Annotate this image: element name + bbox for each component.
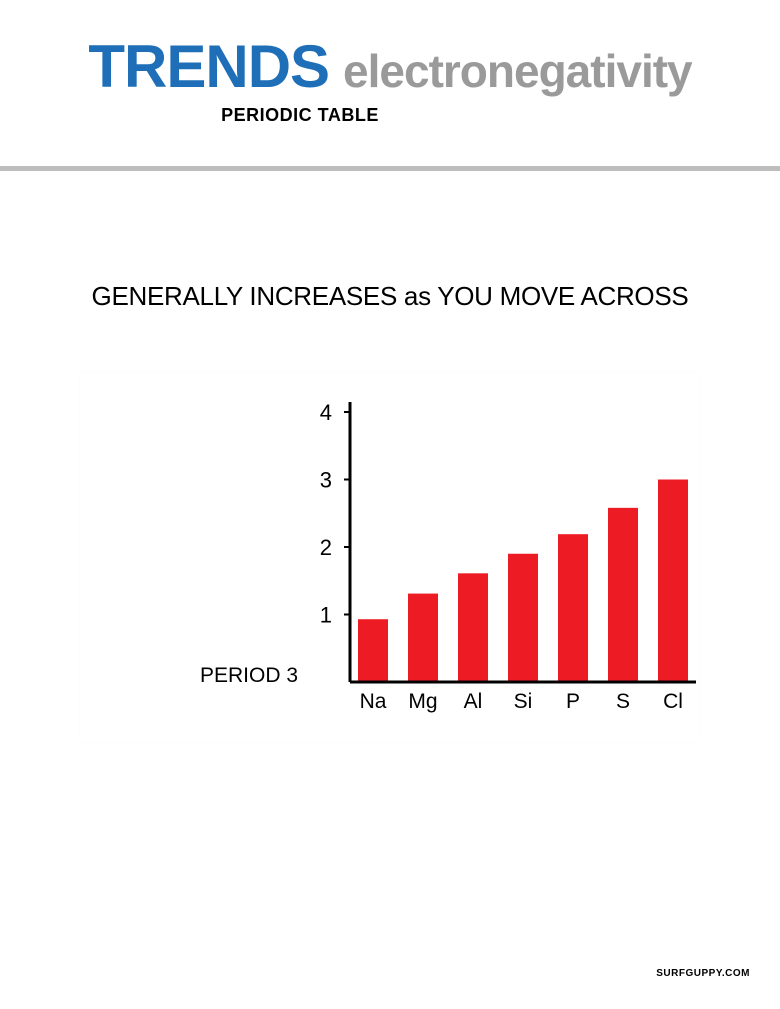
chart-box: 1 2 3 4 Na Mg Al Si P S Cl PERIOD 3 [80, 372, 700, 742]
bar-S [608, 508, 638, 682]
svg-text:Cl: Cl [663, 690, 683, 713]
subtitle: PERIODIC TABLE [0, 105, 780, 126]
source-credit: SURFGUPPY.COM [656, 968, 750, 979]
bar-Si [508, 554, 538, 682]
title-main: TRENDS [88, 32, 329, 101]
svg-text:4: 4 [320, 400, 332, 425]
svg-text:1: 1 [320, 603, 332, 628]
bar-Al [458, 573, 488, 682]
bar-P [558, 534, 588, 682]
svg-text:S: S [616, 690, 630, 713]
header: TRENDS electronegativity PERIODIC TABLE [0, 0, 780, 126]
bar-Na [358, 619, 388, 682]
chart-region: GENERALLY INCREASES as YOU MOVE ACROSS 1… [0, 281, 780, 742]
chart-title: GENERALLY INCREASES as YOU MOVE ACROSS [80, 281, 700, 312]
svg-text:Si: Si [514, 690, 533, 713]
svg-text:P: P [566, 690, 580, 713]
title-sub: electronegativity [343, 44, 692, 98]
bar-chart: 1 2 3 4 Na Mg Al Si P S Cl [80, 372, 700, 742]
divider [0, 166, 780, 171]
svg-text:3: 3 [320, 468, 332, 493]
bar-Cl [658, 480, 688, 683]
period-label: PERIOD 3 [200, 664, 298, 688]
svg-text:Mg: Mg [408, 690, 437, 713]
title-line: TRENDS electronegativity [0, 32, 780, 101]
svg-text:Na: Na [360, 690, 387, 713]
svg-text:Al: Al [464, 690, 483, 713]
svg-text:2: 2 [320, 535, 332, 560]
bar-Mg [408, 594, 438, 682]
